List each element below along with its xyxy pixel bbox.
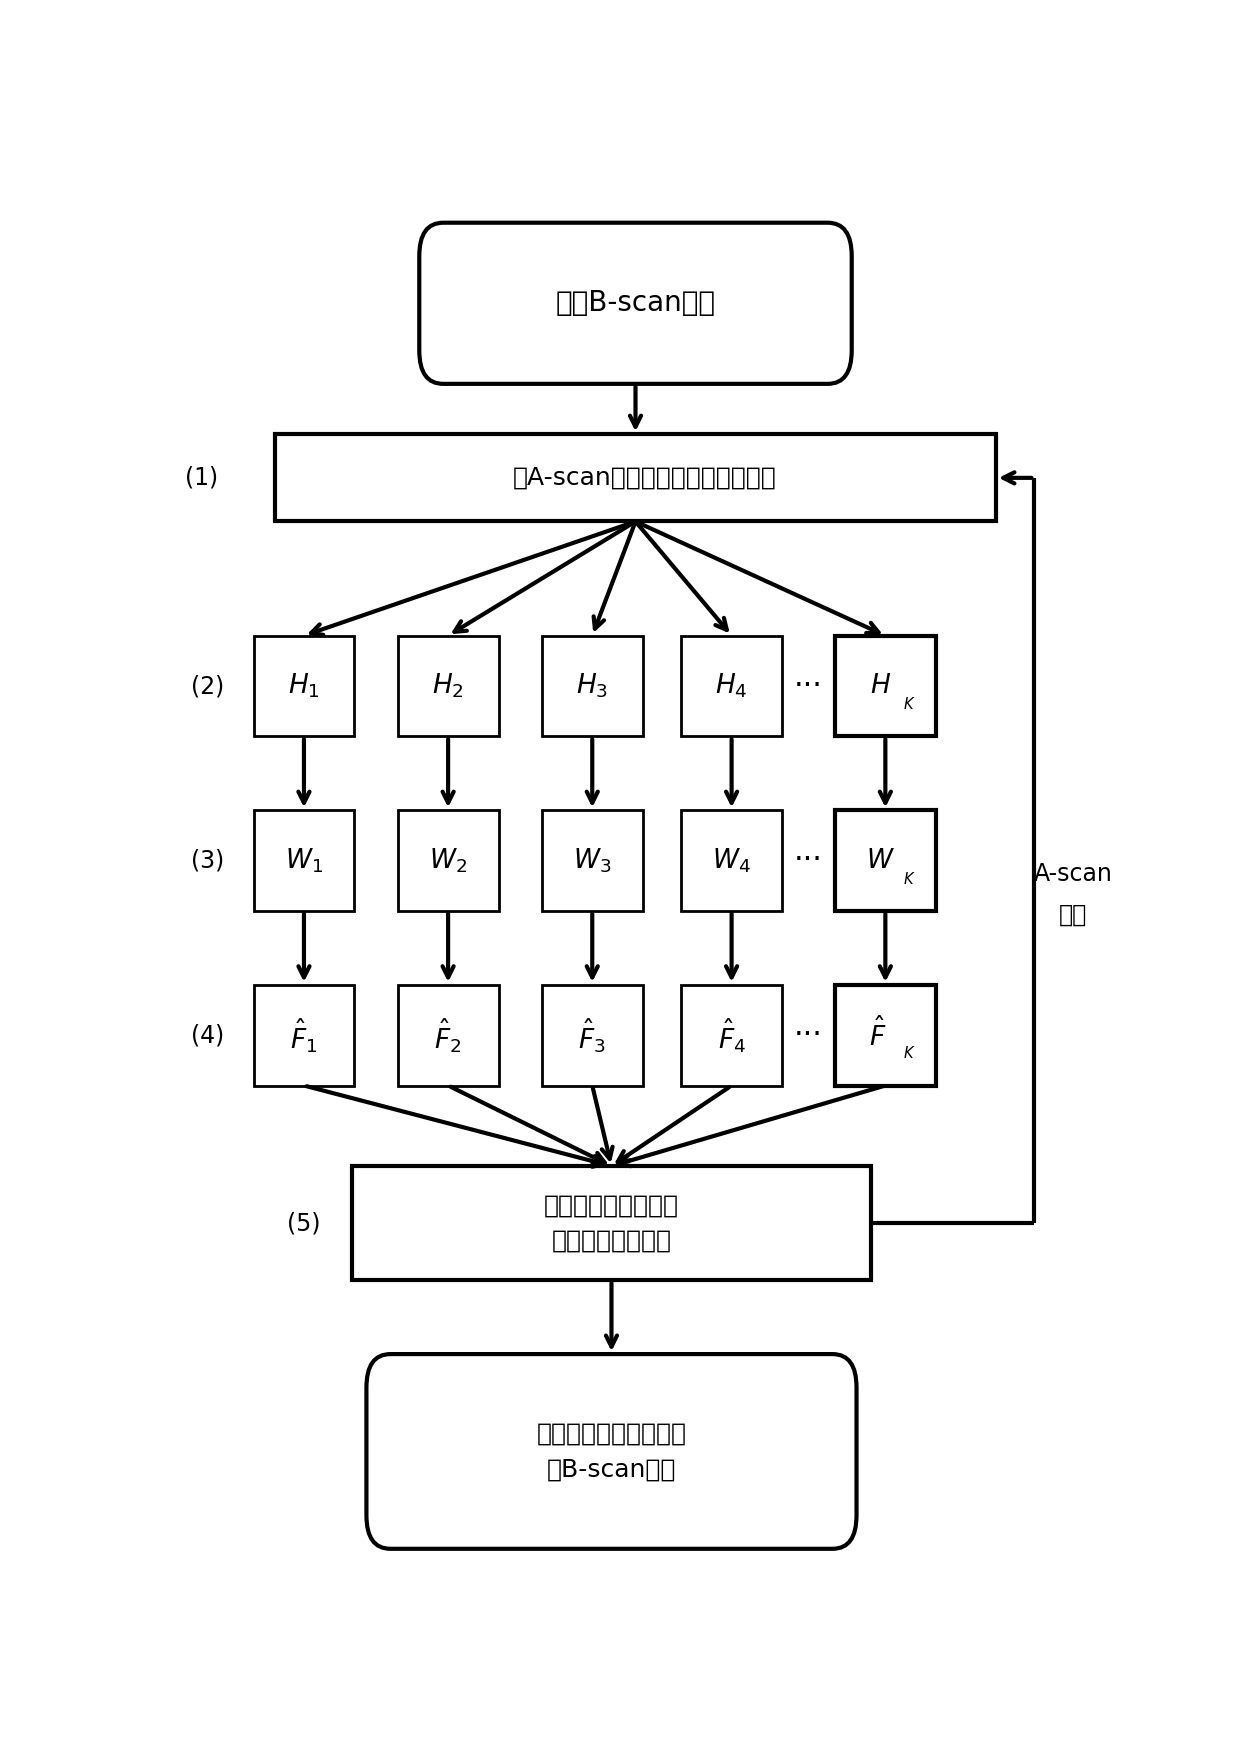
Text: ···: ··· bbox=[794, 671, 823, 701]
FancyBboxPatch shape bbox=[681, 985, 782, 1085]
FancyBboxPatch shape bbox=[398, 635, 498, 736]
Text: $W_4$: $W_4$ bbox=[712, 846, 751, 875]
Text: ···: ··· bbox=[794, 1020, 823, 1050]
Text: $\hat{F}_{3}$: $\hat{F}_{3}$ bbox=[578, 1015, 606, 1055]
FancyBboxPatch shape bbox=[542, 985, 642, 1085]
Text: (2): (2) bbox=[191, 673, 224, 698]
FancyBboxPatch shape bbox=[835, 811, 936, 910]
Text: $_{K}$: $_{K}$ bbox=[903, 692, 916, 712]
Text: $H$: $H$ bbox=[870, 673, 892, 699]
Text: $_{K}$: $_{K}$ bbox=[903, 867, 916, 886]
Text: 对A-scan数据进行一维傅里叶变换: 对A-scan数据进行一维傅里叶变换 bbox=[513, 466, 777, 490]
Text: $\hat{F}$: $\hat{F}$ bbox=[869, 1018, 887, 1052]
Text: $_{K}$: $_{K}$ bbox=[903, 1041, 916, 1062]
Text: ···: ··· bbox=[794, 846, 823, 875]
Text: $H_2$: $H_2$ bbox=[433, 671, 464, 701]
Text: $H_4$: $H_4$ bbox=[715, 671, 748, 701]
Text: (5): (5) bbox=[288, 1210, 321, 1235]
FancyBboxPatch shape bbox=[367, 1353, 857, 1549]
Text: $\hat{F}_{2}$: $\hat{F}_{2}$ bbox=[434, 1015, 461, 1055]
FancyBboxPatch shape bbox=[681, 635, 782, 736]
Text: $W_3$: $W_3$ bbox=[573, 846, 611, 875]
Text: (3): (3) bbox=[191, 849, 224, 872]
FancyBboxPatch shape bbox=[681, 811, 782, 910]
Text: 输出拓频处理的高分辨
率B-scan剖面: 输出拓频处理的高分辨 率B-scan剖面 bbox=[537, 1421, 687, 1481]
Text: $H_3$: $H_3$ bbox=[577, 671, 609, 701]
Text: (1): (1) bbox=[185, 466, 218, 490]
FancyBboxPatch shape bbox=[835, 985, 936, 1085]
Text: $W$: $W$ bbox=[866, 848, 895, 874]
FancyBboxPatch shape bbox=[275, 434, 996, 521]
FancyBboxPatch shape bbox=[253, 635, 355, 736]
FancyBboxPatch shape bbox=[398, 811, 498, 910]
Text: 准备B-scan数据: 准备B-scan数据 bbox=[556, 290, 715, 317]
FancyBboxPatch shape bbox=[542, 811, 642, 910]
FancyBboxPatch shape bbox=[352, 1167, 870, 1280]
FancyBboxPatch shape bbox=[253, 811, 355, 910]
FancyBboxPatch shape bbox=[419, 223, 852, 384]
FancyBboxPatch shape bbox=[542, 635, 642, 736]
Text: $W_1$: $W_1$ bbox=[285, 846, 322, 875]
Text: $\hat{F}_{1}$: $\hat{F}_{1}$ bbox=[290, 1015, 317, 1055]
Text: (4): (4) bbox=[191, 1024, 224, 1046]
Text: $\hat{F}_{4}$: $\hat{F}_{4}$ bbox=[718, 1015, 745, 1055]
FancyBboxPatch shape bbox=[253, 985, 355, 1085]
Text: 循环: 循环 bbox=[1059, 902, 1087, 926]
Text: 对拓频后的频谱进行
一维傅里叶反变换: 对拓频后的频谱进行 一维傅里叶反变换 bbox=[544, 1193, 680, 1252]
Text: A-scan: A-scan bbox=[1033, 862, 1112, 886]
FancyBboxPatch shape bbox=[835, 635, 936, 736]
FancyBboxPatch shape bbox=[398, 985, 498, 1085]
Text: $H_1$: $H_1$ bbox=[288, 671, 320, 701]
Text: $W_2$: $W_2$ bbox=[429, 846, 467, 875]
